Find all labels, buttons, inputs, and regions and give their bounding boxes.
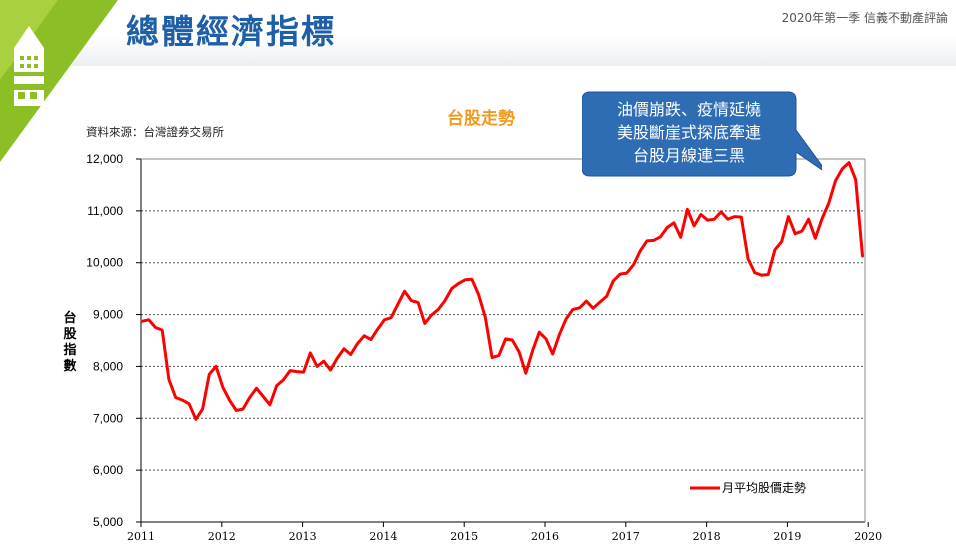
callout-text: 油價崩跌、疫情延燒 美股斷崖式探底牽連 台股月線連三黑: [582, 98, 796, 167]
y-axis-title-char: 台: [63, 311, 77, 326]
x-tick-label: 2017: [612, 530, 640, 543]
legend: 月平均股價走勢: [690, 480, 806, 495]
y-tick-label: 12,000: [86, 152, 123, 166]
y-tick-label: 10,000: [86, 256, 123, 270]
y-axis-title-char: 數: [63, 359, 77, 374]
y-axis-title-char: 股: [63, 327, 77, 342]
y-axis-title: 台 股 指 數: [60, 311, 80, 375]
legend-label: 月平均股價走勢: [722, 480, 806, 495]
y-tick-label: 11,000: [87, 204, 123, 218]
x-tick-label: 2016: [531, 530, 559, 543]
y-tick-label: 8,000: [93, 359, 123, 373]
page-title: 總體經濟指標: [126, 12, 336, 51]
x-tick-label: 2014: [369, 530, 397, 543]
y-tick-labels: 12,000 11,000 10,000 9,000 8,000 7,000 6,000 5,…: [86, 152, 141, 529]
callout-line: 美股斷崖式探底牽連: [616, 123, 761, 142]
x-tick-label: 2013: [289, 530, 317, 543]
y-tick-label: 5,000: [93, 515, 123, 529]
chart-source: 資料來源：台灣證券交易所: [86, 125, 224, 139]
y-tick-label: 6,000: [93, 463, 123, 477]
x-tick-labels: 2011 2012 2013 2014 2015 2016 2017 2018 2019 2020: [127, 522, 882, 543]
x-tick-label: 2020: [854, 530, 882, 543]
axes: [140, 158, 866, 523]
y-axis-title-char: 指: [63, 343, 77, 358]
x-tick-label: 2019: [773, 530, 801, 543]
callout-bubble: [582, 91, 822, 177]
x-tick-label: 2011: [127, 530, 155, 543]
callout-line: 台股月線連三黑: [632, 146, 745, 165]
x-tick-label: 2012: [208, 530, 236, 543]
y-tick-label: 9,000: [93, 308, 123, 322]
series-line-monthly-average: [140, 161, 864, 421]
building-logo: [0, 0, 118, 162]
callout-line: 油價崩跌、疫情延燒: [616, 100, 761, 119]
x-tick-label: 2015: [450, 530, 478, 543]
y-tick-label: 7,000: [93, 411, 123, 425]
slide-header: [0, 0, 956, 66]
report-source-note: 2020年第一季 信義不動產評論: [781, 11, 948, 25]
chart-title: 台股走勢: [447, 108, 515, 129]
x-tick-label: 2018: [693, 530, 721, 543]
